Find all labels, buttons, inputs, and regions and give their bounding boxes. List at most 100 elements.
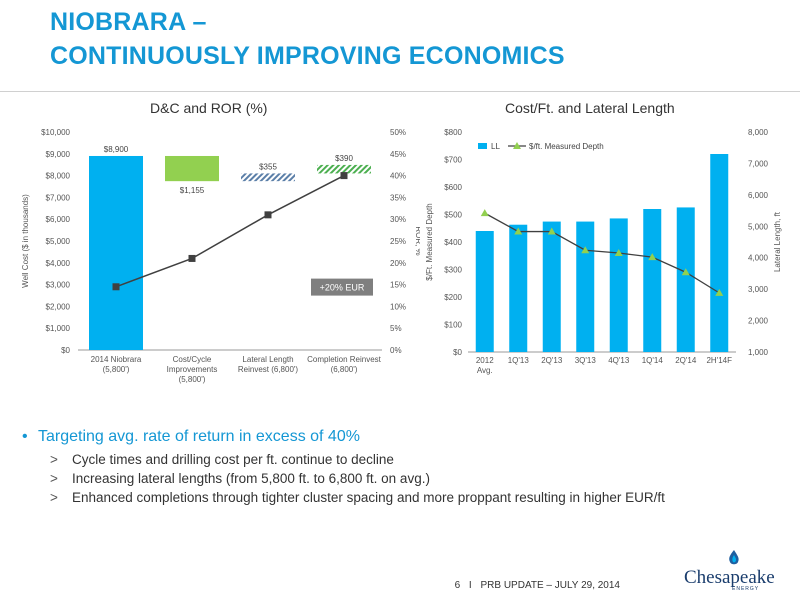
ror-marker [112,283,120,291]
footer: 6 I PRB UPDATE – JULY 29, 2014 [455,580,620,591]
y-tick-label: $100 [444,321,462,330]
ror-marker [340,172,348,180]
bar-value-label: $390 [335,154,353,163]
cost-per-ft-marker [681,268,690,276]
y-tick-label: $10,000 [41,128,70,137]
footer-text: PRB UPDATE – JULY 29, 2014 [480,580,620,591]
sub-bullet-text: Increasing lateral lengths (from 5,800 f… [72,471,430,486]
bullet-list: • Targeting avg. rate of return in exces… [22,428,792,505]
lateral-length-bar [676,207,695,352]
y2-tick-label: 2,000 [748,317,769,326]
waterfall-bar [89,155,143,350]
page-number: 6 [454,580,461,591]
y-tick-label: $5,000 [46,237,71,246]
sub-bullet-text: Enhanced completions through tighter clu… [72,490,665,505]
cost-per-ft-line [484,212,720,294]
y-tick-label: $4,000 [46,259,71,268]
ror-marker [188,254,196,262]
bullet-main-text: Targeting avg. rate of return in excess … [38,428,360,445]
title-divider [0,91,800,92]
x-tick-label: 2H'14F [706,356,732,365]
lateral-length-bar [542,221,561,352]
x-tick-label: Cost/Cycle [173,355,212,364]
ror-marker [264,211,272,219]
legend-label-ll: LL [491,142,500,151]
y2-tick-label: 5% [390,324,402,333]
cost-per-ft-marker [581,246,590,254]
sub-bullet: > Cycle times and drilling cost per ft. … [50,452,792,467]
bullet-marker: • [22,428,28,445]
y2-axis-label: ROR, % [414,226,420,255]
y2-tick-label: 20% [390,259,406,268]
y2-tick-label: 7,000 [748,159,769,168]
sub-bullet-marker: > [50,471,58,486]
y-tick-label: $2,000 [46,302,71,311]
y2-tick-label: 50% [390,128,406,137]
company-logo: Chesapeake ENERGY [684,550,794,595]
lateral-length-bar [475,231,494,352]
x-tick-label: Improvements [167,365,218,374]
y-tick-label: $500 [444,211,462,220]
x-tick-label: Reinvest (6,800') [238,365,299,374]
bar-value-label: $8,900 [104,145,129,154]
y-tick-label: $400 [444,238,462,247]
footer-separator: I [468,580,472,591]
x-tick-label: Completion Reinvest [307,355,382,364]
y-axis-label: Well Cost ($ in thousands) [21,194,30,288]
y-tick-label: $200 [444,293,462,302]
cost-per-ft-marker [514,227,523,235]
y-tick-label: $600 [444,183,462,192]
y2-tick-label: 5,000 [748,222,769,231]
cost-per-ft-marker [480,209,489,217]
x-tick-label: 1Q'13 [508,356,530,365]
y2-axis-label: Lateral Length, ft [773,211,782,272]
page-title-line2: CONTINUOUSLY IMPROVING ECONOMICS [50,42,565,70]
sub-bullet: > Enhanced completions through tighter c… [50,490,792,505]
sub-bullet: > Increasing lateral lengths (from 5,800… [50,471,792,486]
y-tick-label: $0 [61,346,70,355]
y2-tick-label: 6,000 [748,191,769,200]
bar-value-label: $355 [259,162,277,171]
x-tick-label: Lateral Length [242,355,293,364]
x-tick-label: 2Q'13 [541,356,563,365]
x-tick-label: (5,800') [103,365,130,374]
y2-tick-label: 4,000 [748,254,769,263]
logo-subtitle: ENERGY [732,586,760,592]
sub-bullet-marker: > [50,490,58,505]
dc-ror-chart: $0 $1,000 $2,000 $3,000 $4,000 $5,000 $6,000 $7… [21,128,420,384]
y2-tick-label: 10% [390,302,406,311]
y-tick-label: $300 [444,266,462,275]
sub-bullet-text: Cycle times and drilling cost per ft. co… [72,452,394,467]
bullet-main: • Targeting avg. rate of return in exces… [22,428,792,446]
bar-value-label: $1,155 [180,186,205,195]
y2-tick-label: 25% [390,237,406,246]
y2-tick-label: 1,000 [748,348,769,357]
cost-per-ft-marker [715,288,724,296]
y2-tick-label: 45% [390,150,406,159]
y-tick-label: $700 [444,156,462,165]
legend-label-cost: $/ft. Measured Depth [529,142,604,151]
y-tick-label: $8,000 [46,172,71,181]
chart2-title: Cost/Ft. and Lateral Length [505,100,675,116]
x-tick-label: 2Q'14 [675,356,697,365]
logo-wordmark: Chesapeake [684,567,775,588]
x-tick-label: 3Q'13 [575,356,597,365]
sub-bullet-marker: > [50,452,58,467]
legend-swatch-ll [478,143,487,149]
x-tick-label: 4Q'13 [608,356,630,365]
eur-annotation-box [311,278,373,296]
waterfall-bar [241,173,295,182]
y-tick-label: $1,000 [46,324,71,333]
y2-tick-label: 0% [390,346,402,355]
x-tick-label: 2012 [476,356,494,365]
lateral-length-bar [643,209,662,352]
waterfall-bar [165,155,219,182]
cost-lateral-chart: $0 $100 $200 $300 $400 $500 $600 $700 $800 1,000 2… [425,128,782,375]
y2-tick-label: 40% [390,172,406,181]
legend-swatch-marker [513,142,521,149]
y2-tick-label: 15% [390,281,406,290]
lateral-length-bar [509,224,528,352]
y-tick-label: $7,000 [46,193,71,202]
flame-icon [729,550,739,565]
cost-per-ft-marker [648,253,657,261]
